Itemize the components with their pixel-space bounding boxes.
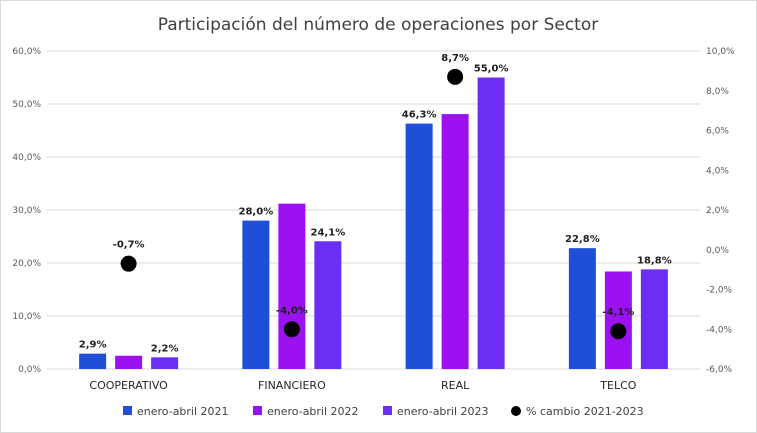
bars (79, 77, 668, 369)
left-tick-label: 40,0% (12, 153, 41, 163)
bar-data-label: 22,8% (565, 234, 600, 245)
category-label: TELCO (599, 379, 636, 392)
bar (151, 357, 179, 369)
left-tick-label: 10,0% (12, 312, 41, 322)
legend-label: enero-abril 2021 (137, 405, 229, 418)
legend-label: % cambio 2021-2023 (526, 405, 644, 418)
legend-label: enero-abril 2023 (397, 405, 489, 418)
change-data-label: -4,1% (602, 307, 634, 318)
data-labels: 2,9% 2,2% 28,0% 24,1% 46,3% 55,0% 22,8% 18,8% -0… (79, 53, 672, 355)
change-point (283, 321, 300, 338)
right-tick-label: 8,0% (706, 87, 729, 97)
bar-data-label: 46,3% (402, 110, 437, 121)
left-tick-label: 0,0% (18, 365, 41, 375)
legend-swatch (123, 406, 132, 415)
bar-data-label: 55,0% (474, 64, 509, 75)
bar (640, 269, 668, 369)
right-axis: -6,0% -4,0% -2,0% 0,0% 2,0% 4,0% 6,0% 8,0% 10,0% (706, 47, 735, 375)
gridlines (47, 50, 700, 370)
bar (314, 241, 342, 369)
change-data-label: -4,0% (276, 305, 308, 316)
chart-title: Participación del número de operaciones … (158, 15, 599, 35)
right-tick-label: -6,0% (706, 365, 733, 375)
left-tick-label: 50,0% (12, 100, 41, 110)
change-data-label: 8,7% (441, 53, 469, 64)
change-point (610, 323, 627, 340)
bar-data-label: 28,0% (239, 207, 274, 218)
right-tick-label: -4,0% (706, 325, 733, 335)
bar (477, 77, 505, 369)
right-tick-label: -2,0% (706, 286, 733, 296)
category-label: COOPERATIVO (89, 379, 168, 392)
bar (278, 203, 306, 369)
bar-data-label: 2,9% (79, 340, 107, 351)
change-data-label: -0,7% (113, 240, 145, 251)
legend-swatch (383, 406, 392, 415)
bar (405, 123, 433, 369)
bar-data-label: 2,2% (151, 343, 179, 354)
legend-label: enero-abril 2022 (267, 405, 359, 418)
bar (604, 271, 632, 369)
change-point (120, 255, 137, 272)
category-labels: COOPERATIVO FINANCIERO REAL TELCO (89, 379, 636, 392)
legend-marker (511, 406, 521, 416)
right-tick-label: 0,0% (706, 246, 729, 256)
category-label: REAL (441, 379, 470, 392)
left-tick-label: 20,0% (12, 259, 41, 269)
change-point (447, 68, 464, 85)
bar (115, 355, 143, 369)
bar-data-label: 18,8% (637, 255, 672, 266)
legend-swatch (253, 406, 262, 415)
left-tick-label: 30,0% (12, 206, 41, 216)
bar (441, 114, 469, 369)
left-axis: 0,0% 10,0% 20,0% 30,0% 40,0% 50,0% 60,0% (12, 47, 41, 375)
right-tick-label: 10,0% (706, 47, 735, 57)
left-tick-label: 60,0% (12, 47, 41, 57)
right-tick-label: 2,0% (706, 206, 729, 216)
right-tick-label: 4,0% (706, 166, 729, 176)
bar (79, 353, 107, 369)
category-label: FINANCIERO (258, 379, 326, 392)
change-points (120, 68, 627, 340)
bar (242, 220, 270, 369)
bar-data-label: 24,1% (311, 227, 346, 238)
right-tick-label: 6,0% (706, 127, 729, 137)
legend: enero-abril 2021 enero-abril 2022 enero-ab… (123, 405, 644, 418)
bar (568, 248, 596, 369)
